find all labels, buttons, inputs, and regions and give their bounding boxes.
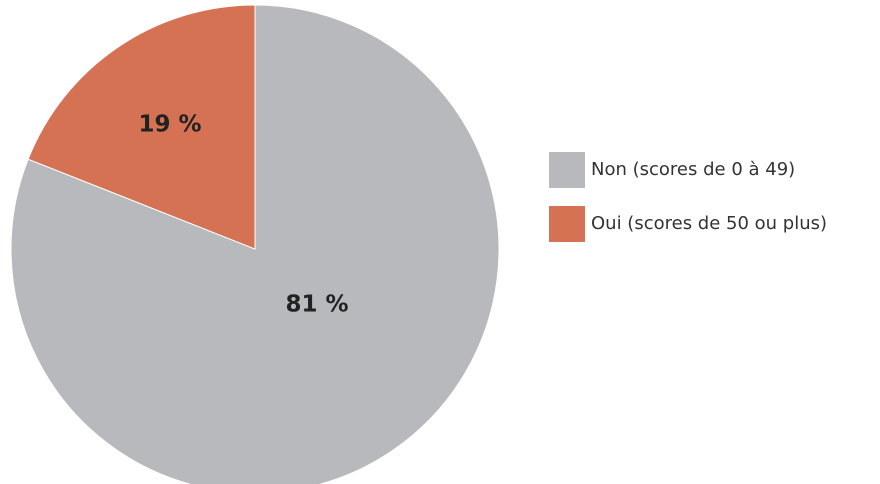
pie-slice	[27, 4, 256, 250]
pie-slice	[10, 4, 500, 484]
legend-label: Oui (scores de 50 ou plus)	[591, 213, 827, 234]
legend-label: Non (scores de 0 à 49)	[591, 159, 795, 180]
data-label: 81 %	[285, 292, 348, 318]
legend-swatch	[549, 152, 585, 188]
legend-swatch	[549, 206, 585, 242]
data-label: 19 %	[138, 112, 201, 138]
